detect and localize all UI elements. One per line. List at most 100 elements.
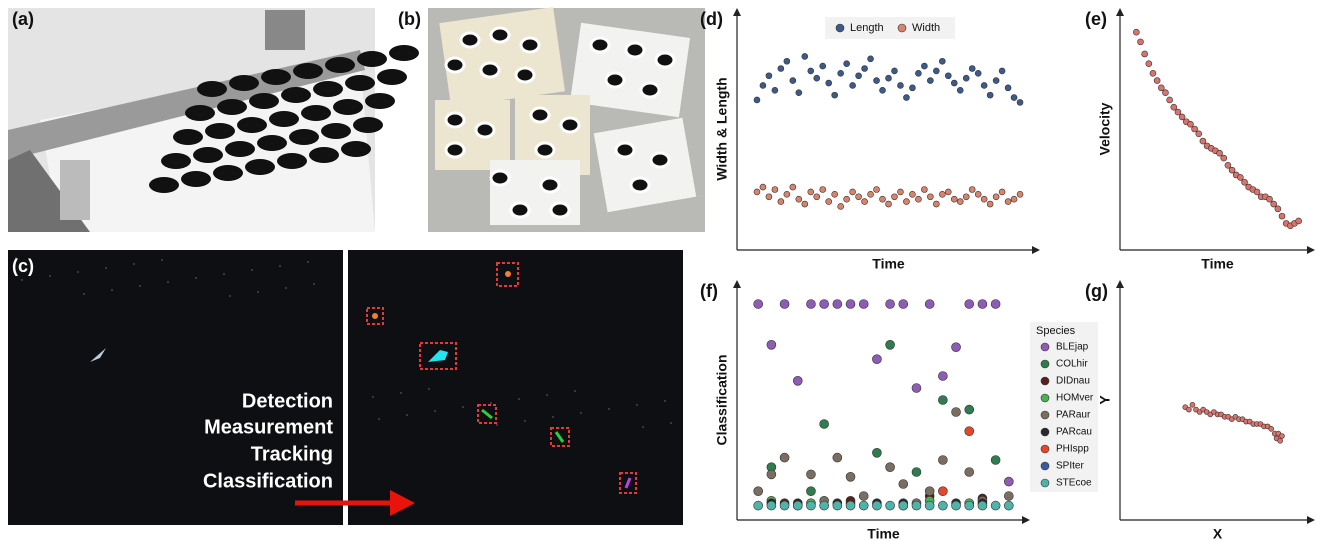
point — [992, 77, 1000, 84]
point — [1016, 191, 1024, 198]
point — [944, 72, 952, 80]
legend-box — [1030, 322, 1098, 492]
axis-arrow — [1022, 516, 1030, 524]
speck — [105, 267, 107, 269]
legend-marker — [1040, 410, 1050, 420]
point — [1153, 77, 1161, 84]
point — [1270, 200, 1277, 208]
point — [825, 79, 833, 87]
point — [845, 471, 856, 482]
point — [855, 72, 862, 80]
well — [365, 93, 395, 109]
point — [977, 500, 988, 511]
well — [539, 176, 561, 194]
speck — [139, 285, 141, 287]
point — [898, 500, 909, 511]
point — [1004, 84, 1012, 92]
point — [898, 299, 909, 309]
well — [333, 99, 363, 115]
point — [779, 299, 790, 309]
well — [654, 51, 676, 69]
legend-label: BLEjap — [1056, 342, 1089, 353]
legend-marker — [897, 23, 907, 33]
point — [951, 342, 961, 353]
well — [181, 171, 211, 187]
speck — [83, 293, 85, 295]
point — [1004, 491, 1014, 501]
point — [807, 67, 815, 75]
point — [861, 198, 868, 205]
panel-label: (a) — [12, 9, 34, 29]
well — [357, 51, 387, 67]
axis-arrow — [733, 8, 741, 16]
point — [795, 89, 803, 96]
point — [990, 500, 1001, 511]
point — [832, 452, 843, 463]
well — [444, 141, 466, 159]
point — [1241, 178, 1248, 186]
legend-marker — [835, 23, 845, 33]
point — [858, 491, 869, 501]
point — [806, 500, 816, 511]
point — [885, 299, 895, 309]
point — [977, 299, 988, 309]
point — [968, 65, 976, 72]
speck — [229, 295, 231, 297]
axis-arrow — [733, 280, 741, 288]
point — [1228, 166, 1236, 174]
point — [885, 200, 892, 208]
point — [938, 395, 948, 405]
point — [832, 500, 843, 511]
well — [489, 26, 511, 44]
well — [559, 116, 581, 134]
point — [771, 186, 779, 193]
photo-b — [428, 7, 705, 232]
speck — [608, 408, 610, 410]
point — [1237, 174, 1244, 181]
well — [509, 201, 531, 219]
point — [911, 467, 922, 477]
step-label: Classification — [203, 470, 333, 492]
well — [289, 129, 319, 145]
point — [938, 500, 948, 511]
point — [927, 77, 934, 84]
point — [1170, 103, 1178, 111]
well — [519, 36, 541, 54]
point — [1186, 406, 1192, 413]
legend-box — [825, 17, 955, 39]
point — [1162, 89, 1169, 96]
point — [759, 183, 767, 191]
point — [885, 462, 895, 473]
point — [903, 198, 910, 205]
well — [353, 117, 383, 133]
speck — [21, 279, 23, 281]
step-label: Measurement — [204, 416, 333, 438]
point — [807, 188, 815, 196]
point — [1189, 401, 1196, 408]
point — [964, 500, 975, 511]
well — [649, 151, 671, 169]
point — [924, 500, 935, 511]
photo-a — [8, 8, 419, 232]
point — [924, 299, 935, 309]
y-axis-label: Width & Length — [714, 77, 730, 180]
point — [765, 193, 773, 201]
well — [313, 81, 343, 97]
point — [789, 183, 797, 191]
speck — [524, 420, 526, 422]
point — [933, 200, 940, 208]
point — [843, 195, 850, 203]
point — [1149, 70, 1157, 77]
well — [197, 81, 227, 97]
speck — [195, 277, 197, 279]
well — [225, 141, 255, 157]
well — [389, 45, 419, 61]
point — [777, 198, 785, 205]
well — [459, 31, 481, 49]
well — [217, 99, 247, 115]
point — [980, 195, 988, 203]
point — [1268, 425, 1274, 432]
point — [843, 60, 850, 67]
legend-label: HOMver — [1056, 393, 1094, 404]
